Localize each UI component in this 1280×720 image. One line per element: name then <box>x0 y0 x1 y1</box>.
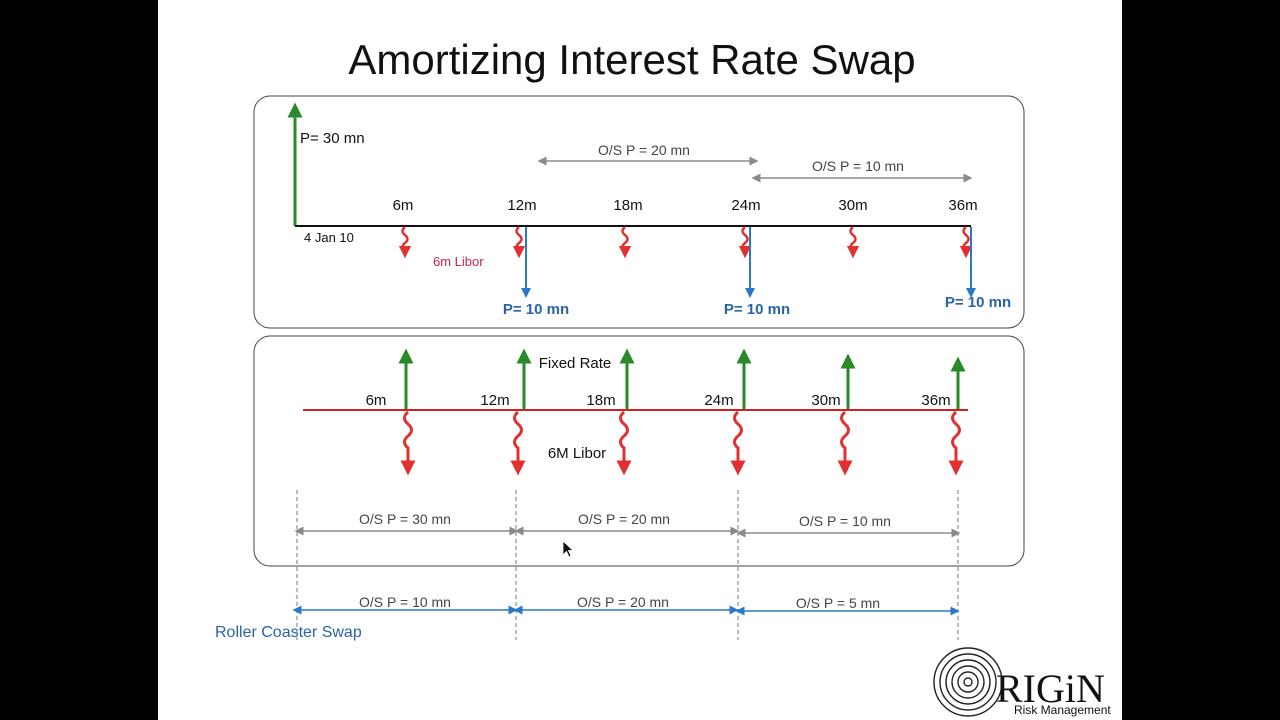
panel-amortizing: P= 30 mn 4 Jan 10 6m 12m 18m 24m 30m 36m… <box>253 95 1025 329</box>
period-label: 12m <box>507 197 536 214</box>
libor-squiggle-arrow <box>959 226 973 259</box>
period-label: 12m <box>480 392 509 409</box>
outstanding-label: O/S P = 20 mn <box>598 142 690 158</box>
repayment-label: P= 10 mn <box>945 294 1011 311</box>
origin-logo: RIGiN Risk Management <box>933 647 1111 717</box>
period-label: 36m <box>948 197 977 214</box>
start-date: 4 Jan 10 <box>304 230 354 245</box>
swap-diagram: Amortizing Interest Rate Swap P= 30 mn 4… <box>215 36 1111 717</box>
logo-name: RIGiN <box>996 666 1105 711</box>
libor-squiggle-arrow <box>738 226 752 259</box>
libor-label: 6M Libor <box>548 445 606 462</box>
period-label: 24m <box>731 197 760 214</box>
libor-squiggle-arrow <box>400 410 416 476</box>
roller-coaster-label: Roller Coaster Swap <box>215 624 362 641</box>
panel-2-frame <box>253 335 1025 567</box>
libor-squiggle-arrow <box>512 226 526 259</box>
slide-title: Amortizing Interest Rate Swap <box>348 36 915 83</box>
repayment-label: P= 10 mn <box>724 301 790 318</box>
principal-label: P= 30 mn <box>300 130 365 147</box>
concentric-circles-logo-icon <box>933 647 1003 717</box>
outstanding-label: O/S P = 20 mn <box>578 511 670 527</box>
outstanding-label: O/S P = 5 mn <box>796 595 880 611</box>
outstanding-label: O/S P = 10 mn <box>359 594 451 610</box>
libor-squiggle-arrow <box>618 226 632 259</box>
roller-coaster-section: O/S P = 10 mn O/S P = 20 mn O/S P = 5 mn… <box>215 594 960 641</box>
outstanding-label: O/S P = 30 mn <box>359 511 451 527</box>
slide: Amortizing Interest Rate Swap P= 30 mn 4… <box>158 0 1122 720</box>
period-label: 6m <box>393 197 414 214</box>
libor-label: 6m Libor <box>433 254 484 269</box>
libor-squiggle-arrow <box>837 410 853 476</box>
panel-swap-flows: Fixed Rate 6m 12m 18m 24m 30m 36m 6M Lib… <box>253 335 1025 640</box>
period-label: 18m <box>613 197 642 214</box>
period-label: 18m <box>586 392 615 409</box>
period-label: 30m <box>811 392 840 409</box>
outstanding-label: O/S P = 20 mn <box>577 594 669 610</box>
period-label: 24m <box>704 392 733 409</box>
period-label: 30m <box>838 197 867 214</box>
libor-squiggle-arrow <box>948 410 964 476</box>
repayment-label: P= 10 mn <box>503 301 569 318</box>
outstanding-label: O/S P = 10 mn <box>799 513 891 529</box>
mouse-cursor-icon <box>562 540 575 558</box>
outstanding-label: O/S P = 10 mn <box>812 158 904 174</box>
period-label: 36m <box>921 392 950 409</box>
libor-squiggle-arrow <box>510 410 526 476</box>
fixed-rate-label: Fixed Rate <box>539 355 612 372</box>
logo-tagline: Risk Management <box>1014 703 1111 717</box>
libor-squiggle-arrow <box>730 410 746 476</box>
libor-squiggle-arrow <box>846 226 860 259</box>
period-label: 6m <box>366 392 387 409</box>
libor-squiggle-arrow <box>398 226 412 259</box>
panel-1-frame <box>253 95 1025 329</box>
libor-squiggle-arrow <box>616 410 632 476</box>
